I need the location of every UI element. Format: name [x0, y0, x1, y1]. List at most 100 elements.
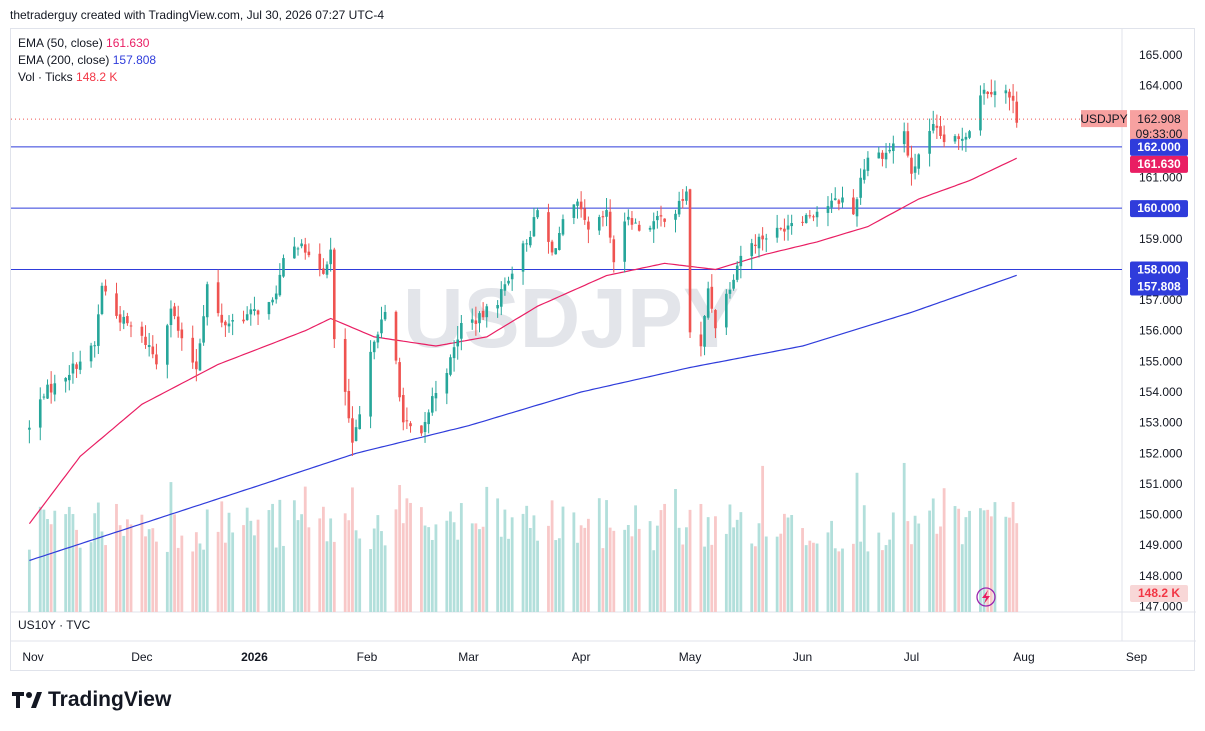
volume-value: 148.2 K	[76, 70, 118, 84]
volume-bar	[96, 502, 100, 612]
x-tick-label: Dec	[131, 650, 152, 664]
ema200-legend[interactable]: EMA (200, close) 157.808	[18, 52, 156, 69]
volume-bar	[775, 536, 779, 612]
price-axis-badge	[1130, 261, 1188, 279]
candle-body	[195, 361, 198, 370]
candle-body	[612, 239, 616, 263]
candle-body	[957, 136, 960, 140]
volume-bar	[496, 498, 500, 612]
candle-body	[115, 293, 118, 316]
candle-body	[852, 197, 855, 215]
candle-body	[931, 124, 935, 131]
volume-bar	[202, 549, 206, 612]
volume-bar	[376, 515, 380, 612]
volume-bar	[910, 544, 913, 612]
volume-bar	[325, 541, 329, 612]
price-axis-badge-text: 162.000	[1137, 140, 1181, 154]
volume-bar	[78, 547, 82, 612]
candle-body	[656, 215, 659, 221]
candle-body	[877, 152, 881, 159]
candle-body	[960, 138, 964, 141]
candle-body	[677, 200, 681, 215]
candle-body	[659, 215, 663, 217]
volume-bar	[380, 531, 383, 612]
volume-bar	[612, 530, 616, 612]
volume-bar	[862, 505, 866, 612]
candle-body	[928, 131, 931, 154]
candle-body	[409, 423, 412, 427]
volume-bar	[989, 516, 993, 612]
volume-bar	[808, 540, 812, 612]
candle-body	[630, 218, 634, 225]
volume-bar	[586, 518, 590, 612]
price-axis-badge-text: 148.2 K	[1138, 586, 1180, 600]
candle-body	[764, 238, 768, 240]
volume-bar	[169, 482, 173, 612]
candle-body	[812, 216, 815, 218]
volume-bar	[634, 505, 637, 612]
volume-bar	[329, 518, 333, 612]
volume-bar	[906, 521, 910, 612]
candle-body	[380, 319, 383, 334]
candle-body	[888, 149, 891, 152]
candle-body	[155, 354, 158, 365]
candle-body	[536, 210, 539, 218]
volume-bar	[801, 528, 804, 612]
volume-bar	[655, 525, 659, 612]
candle-body	[100, 285, 104, 314]
price-axis-badge-text: 160.000	[1137, 201, 1181, 215]
volume-bar	[474, 523, 478, 612]
volume-bar	[223, 542, 227, 612]
candle-body	[347, 390, 351, 419]
volume-bar	[198, 543, 202, 612]
volume-bar	[917, 523, 921, 612]
candle-body	[990, 92, 993, 95]
candle-body	[42, 396, 46, 398]
candle-body	[216, 282, 220, 314]
volume-bar	[93, 513, 97, 612]
price-axis-badge-text: 157.808	[1137, 279, 1181, 293]
candle-body	[470, 319, 474, 323]
y-tick-label: 151.000	[1139, 477, 1183, 491]
candle-body	[1004, 90, 1008, 94]
candle-body	[274, 293, 278, 300]
volume-bar	[115, 503, 118, 612]
volume-bar	[503, 509, 507, 612]
chart-svg[interactable]: USDJPY 147.000 148.000 149.000 150.000 151.00…	[11, 29, 1196, 672]
volume-bar	[699, 503, 703, 612]
candle-body	[278, 274, 282, 296]
volume-bar	[144, 536, 147, 612]
candle-body	[173, 306, 176, 317]
candle-body	[830, 200, 833, 208]
volume-bar	[583, 527, 587, 612]
y-tick-label: 165.000	[1139, 48, 1183, 62]
candle-body	[714, 310, 717, 329]
volume-bar	[939, 526, 942, 612]
volume-bar	[369, 549, 372, 612]
candle-body	[735, 265, 739, 280]
candle-body	[902, 131, 906, 145]
sub-pane-label[interactable]: US10Y · TVC	[18, 618, 91, 632]
volume-bar	[372, 528, 376, 612]
ema50-legend[interactable]: EMA (50, close) 161.630	[18, 35, 156, 52]
candle-body	[993, 91, 997, 96]
x-tick-label: Apr	[572, 650, 591, 664]
volume-bar	[67, 506, 71, 612]
volume-bar	[100, 531, 104, 612]
volume-bar	[826, 532, 830, 612]
volume-bar	[180, 535, 184, 612]
candle-body	[282, 258, 285, 277]
volume-bar	[528, 527, 532, 612]
volume-bar	[757, 523, 761, 612]
candle-body	[46, 384, 49, 399]
volume-bar	[194, 532, 198, 612]
candle-body	[434, 393, 438, 399]
x-tick-label: Mar	[458, 650, 479, 664]
volume-bar	[601, 548, 605, 612]
volume-bar	[303, 486, 307, 612]
volume-bar	[674, 488, 677, 612]
volume-bar	[572, 512, 576, 612]
volume-bar	[728, 504, 732, 612]
tradingview-logo[interactable]: TradingView	[12, 688, 171, 712]
volume-legend[interactable]: Vol · Ticks 148.2 K	[18, 69, 156, 86]
